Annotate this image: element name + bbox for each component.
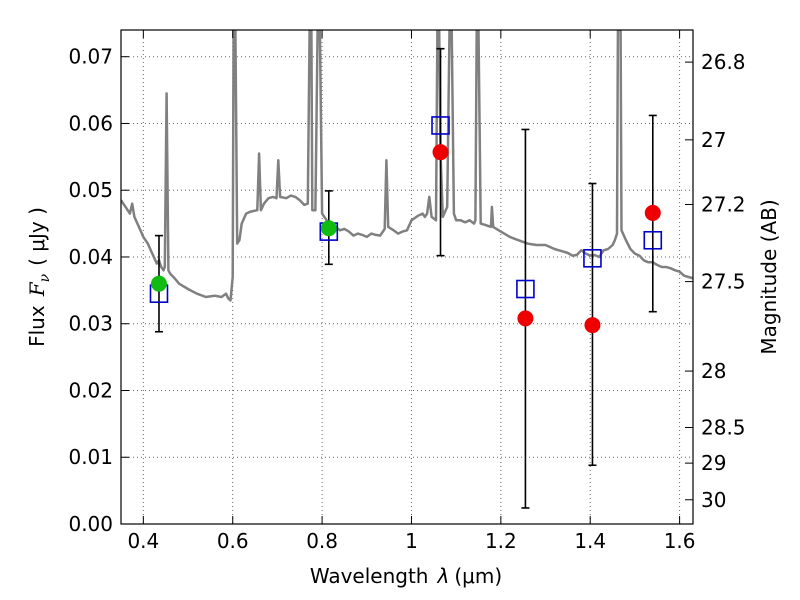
model-square-marker [431, 116, 450, 135]
y2-tick-label: 30 [701, 488, 726, 512]
model-photometry-markers [149, 116, 663, 303]
x-axis-ticks: 0.4 0.6 0.8 1 1.2 1.4 1.6 [127, 30, 696, 553]
observed-flux-markers [150, 144, 661, 334]
y2-axis-ticks: 26.8 27 27.2 27.5 28 28.5 29 30 [685, 50, 746, 512]
y2-axis-label: Magnitude (AB) [757, 199, 781, 354]
model-square-marker [516, 279, 535, 299]
model-square-marker [643, 230, 663, 250]
x-tick-label: 1.2 [485, 529, 517, 553]
x-tick-label: 1.6 [664, 529, 696, 553]
x-tick-label: 0.6 [217, 529, 249, 553]
y-tick-label: 0.07 [68, 45, 113, 69]
error-bars [154, 47, 657, 509]
y-axis-ticks: 0.00 0.01 0.02 0.03 0.04 0.05 0.06 0.07 [68, 45, 129, 536]
y-tick-label: 0.06 [68, 111, 113, 135]
x-tick-label: 1 [405, 529, 418, 553]
observed-flux-point [320, 220, 337, 237]
observed-flux-point [517, 310, 534, 327]
y2-tick-label: 29 [701, 451, 726, 475]
y2-tick-label: 26.8 [701, 50, 746, 74]
plot-frame [120, 29, 694, 525]
y-tick-label: 0.04 [68, 245, 113, 269]
x-axis-label: Wavelength λ (μm) [310, 564, 502, 588]
y-tick-label: 0.00 [68, 512, 113, 536]
y-tick-label: 0.01 [68, 445, 113, 469]
y-tick-label: 0.03 [68, 312, 113, 336]
observed-flux-point [584, 317, 601, 334]
y2-tick-label: 27.5 [701, 270, 746, 294]
y2-tick-label: 28.5 [701, 416, 746, 440]
x-tick-label: 0.4 [127, 529, 159, 553]
grid-lines [121, 30, 693, 524]
model-spectrum-line [121, 30, 693, 302]
x-tick-label: 1.4 [574, 529, 606, 553]
y2-tick-label: 27 [701, 128, 726, 152]
x-tick-label: 0.8 [306, 529, 338, 553]
observed-flux-point [432, 144, 449, 161]
y2-tick-label: 27.2 [701, 192, 746, 216]
y-tick-label: 0.05 [68, 178, 113, 202]
y-tick-label: 0.02 [68, 378, 113, 402]
y2-tick-label: 28 [701, 359, 726, 383]
y-axis-label: FluxFν( μJy ) [25, 207, 53, 347]
observed-flux-point [150, 275, 167, 292]
observed-flux-point [644, 204, 661, 221]
model-square-marker [583, 249, 602, 268]
